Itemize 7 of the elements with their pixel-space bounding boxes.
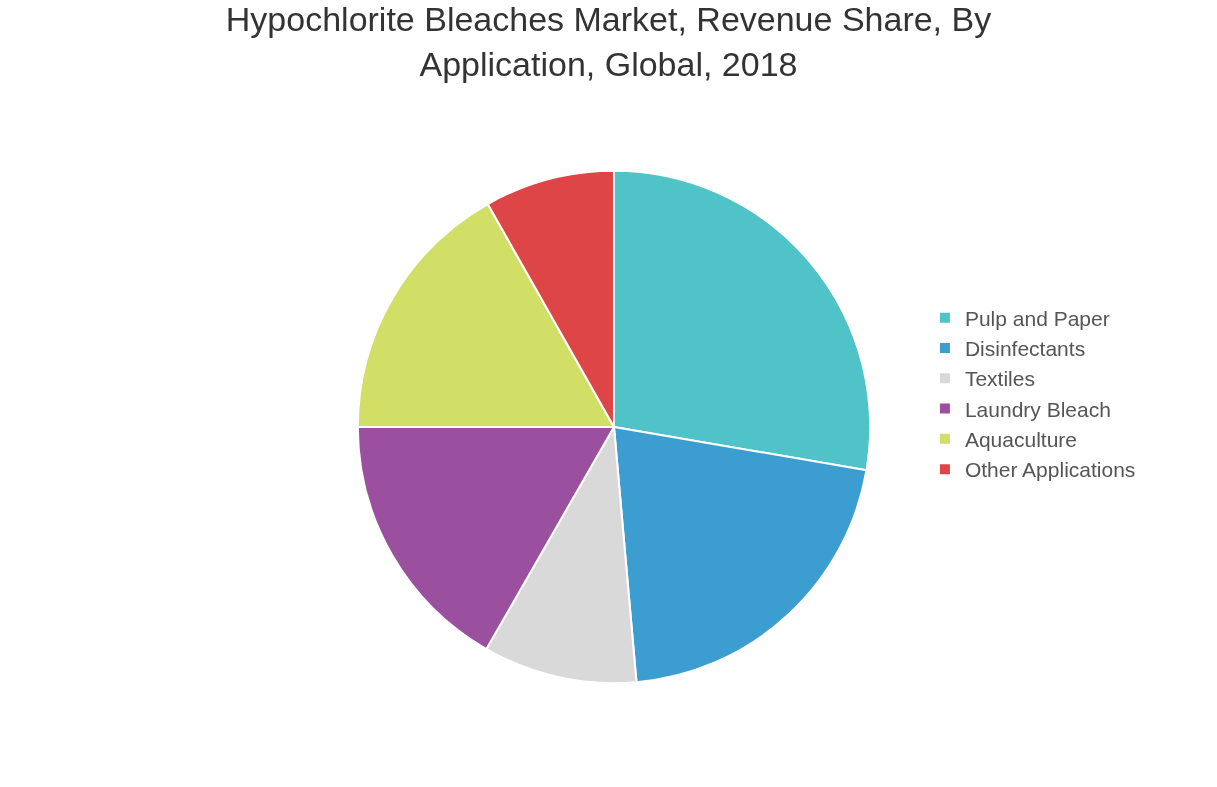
legend-label: Textiles	[964, 367, 1035, 391]
legend-label: Disinfectants	[964, 337, 1086, 361]
chart-title: Hypochlorite Bleaches Market, Revenue Share, By Application, Global, 2018	[225, 0, 992, 83]
legend-label: Aquaculture	[964, 428, 1077, 452]
legend-label: Laundry Bleach	[964, 397, 1111, 421]
legend-label: Pulp and Paper	[964, 306, 1110, 330]
legend-label: Other Applications	[964, 458, 1136, 482]
